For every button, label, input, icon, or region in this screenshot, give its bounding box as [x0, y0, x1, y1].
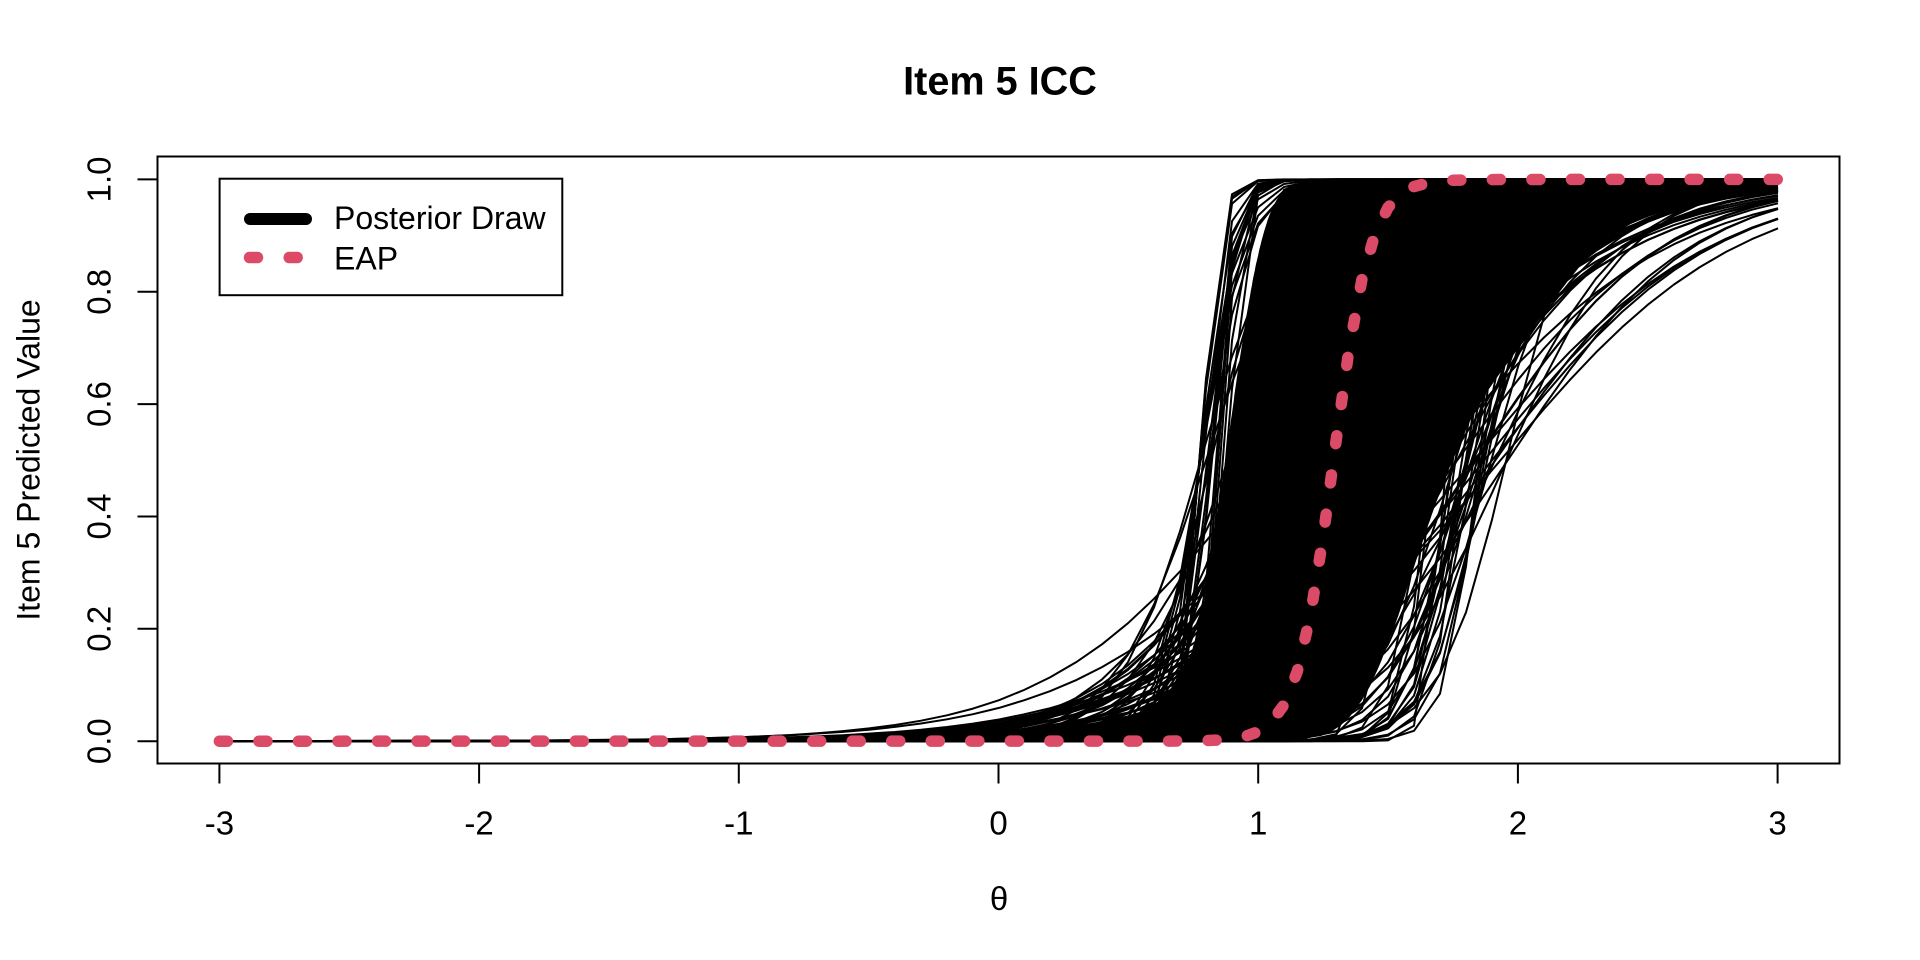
- svg-text:3: 3: [1768, 805, 1786, 842]
- svg-text:0.4: 0.4: [81, 494, 118, 540]
- svg-text:0.6: 0.6: [81, 381, 118, 427]
- svg-text:2: 2: [1509, 805, 1527, 842]
- svg-text:1: 1: [1249, 805, 1267, 842]
- svg-text:-2: -2: [464, 805, 493, 842]
- svg-text:Posterior Draw: Posterior Draw: [334, 200, 547, 236]
- svg-text:Item 5 Predicted Value: Item 5 Predicted Value: [11, 299, 47, 620]
- svg-text:0.2: 0.2: [81, 606, 118, 652]
- svg-text:0.0: 0.0: [81, 718, 118, 764]
- svg-text:θ: θ: [990, 880, 1008, 917]
- svg-text:-3: -3: [205, 805, 234, 842]
- svg-text:-1: -1: [724, 805, 753, 842]
- svg-text:0: 0: [989, 805, 1007, 842]
- svg-text:Item 5 ICC: Item 5 ICC: [903, 60, 1097, 104]
- svg-text:EAP: EAP: [334, 241, 398, 277]
- svg-text:1.0: 1.0: [81, 156, 118, 202]
- svg-text:0.8: 0.8: [81, 269, 118, 315]
